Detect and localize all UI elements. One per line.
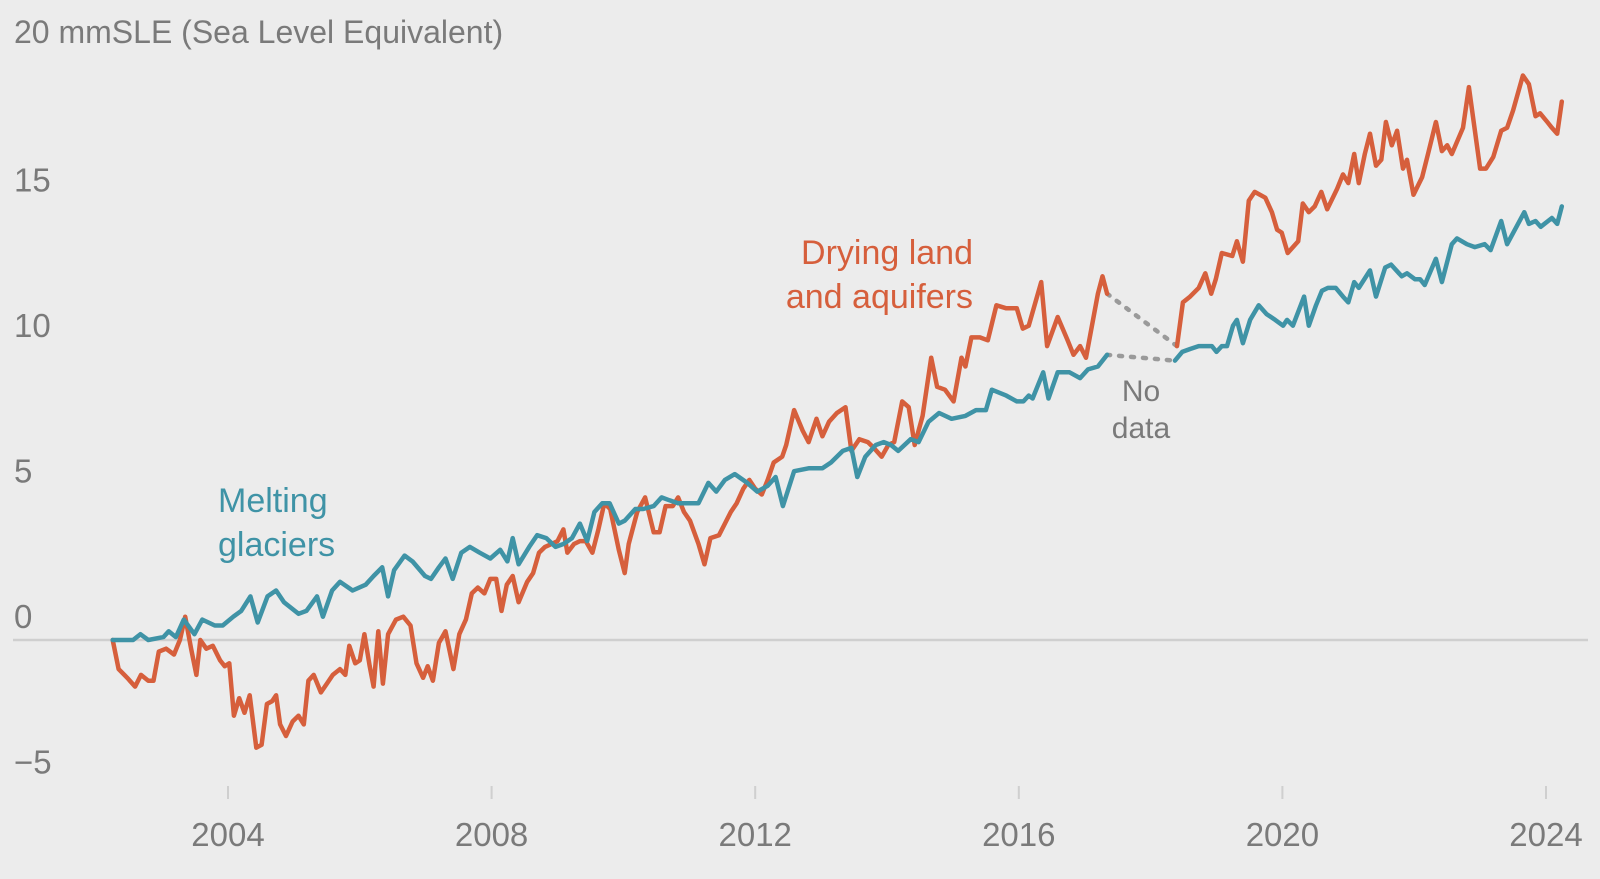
label-no-data: No data <box>1112 375 1171 445</box>
x-tick-label: 2016 <box>982 816 1055 853</box>
label-no-data-line1: No <box>1122 375 1160 408</box>
y-tick-label: 5 <box>14 453 32 490</box>
series-line-melting-glaciers <box>110 352 1110 643</box>
gap-connector-drying-land-and-aquifers <box>1104 291 1180 349</box>
x-tick-label: 2024 <box>1509 816 1582 853</box>
label-drying-land-line2: and aquifers <box>786 278 973 316</box>
label-no-data-line2: data <box>1112 412 1171 445</box>
x-tick-label: 2004 <box>191 816 264 853</box>
series-line-drying-land-and-aquifers <box>1174 73 1565 349</box>
y-tick-label: 0 <box>14 598 32 635</box>
series-lines <box>110 73 1565 750</box>
no-data-gap <box>1104 291 1180 363</box>
label-melting-glaciers: Melting glaciers <box>218 482 335 564</box>
y-tick-label: 15 <box>14 162 51 199</box>
label-drying-land: Drying land and aquifers <box>786 234 973 316</box>
label-melting-glaciers-line2: glaciers <box>218 526 335 564</box>
x-tick-label: 2012 <box>718 816 791 853</box>
gap-connector-melting-glaciers <box>1104 352 1178 363</box>
chart-title: 20 mmSLE (Sea Level Equivalent) <box>14 14 503 50</box>
x-tick-label: 2020 <box>1246 816 1319 853</box>
series-line-melting-glaciers <box>1172 204 1565 363</box>
x-tick-label: 2008 <box>455 816 528 853</box>
y-tick-label: −5 <box>14 744 52 781</box>
label-melting-glaciers-line1: Melting <box>218 482 328 520</box>
x-axis: 2004 2008 2012 2016 2020 2024 <box>191 786 1583 853</box>
y-axis: −5 0 5 10 15 <box>14 162 52 781</box>
label-drying-land-line1: Drying land <box>801 234 973 272</box>
y-tick-label: 10 <box>14 307 51 344</box>
